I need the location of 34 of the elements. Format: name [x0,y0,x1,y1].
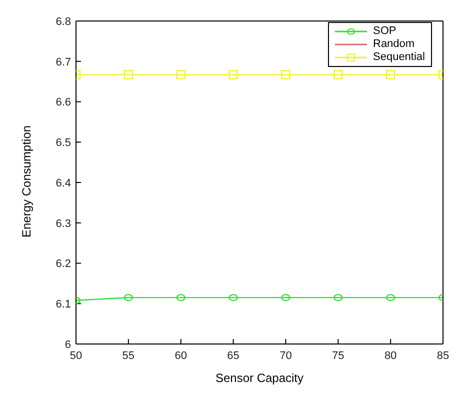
x-tick-label: 80 [384,350,397,362]
point [176,294,186,302]
legend-label: SOP [373,25,396,38]
legend-label: Random [373,38,415,51]
x-tick-label: 60 [174,350,187,362]
point [281,294,290,302]
x-tick-label: 70 [280,350,292,362]
x-tick-label: 65 [227,350,240,362]
point [281,70,290,80]
y-tick-label: 6.6 [56,96,71,109]
y-tick-label: 6.3 [56,218,71,230]
x-tick-label: 75 [332,350,344,362]
point [176,70,186,80]
point [124,70,134,80]
x-axis-title: Sensor Capacity [215,371,304,385]
point [228,70,238,80]
point [386,294,396,302]
x-tick-label: 55 [122,350,135,362]
point [228,294,238,302]
x-tick-label: 85 [436,350,450,362]
y-tick-label: 6.8 [56,16,71,28]
point [334,294,343,302]
legend-label: Sequential [373,51,425,64]
y-tick-label: 6 [64,338,71,351]
y-tick-label: 6.7 [56,56,71,68]
point [124,294,134,302]
y-tick-label: 6.2 [56,258,71,270]
point [386,70,396,80]
y-tick-label: 6.5 [56,137,71,150]
y-tick-label: 6.1 [56,298,71,311]
point [334,70,343,80]
x-tick-label: 50 [70,350,82,362]
y-tick-label: 6.4 [56,177,71,190]
y-axis-title: Energy Consumption [19,125,34,238]
